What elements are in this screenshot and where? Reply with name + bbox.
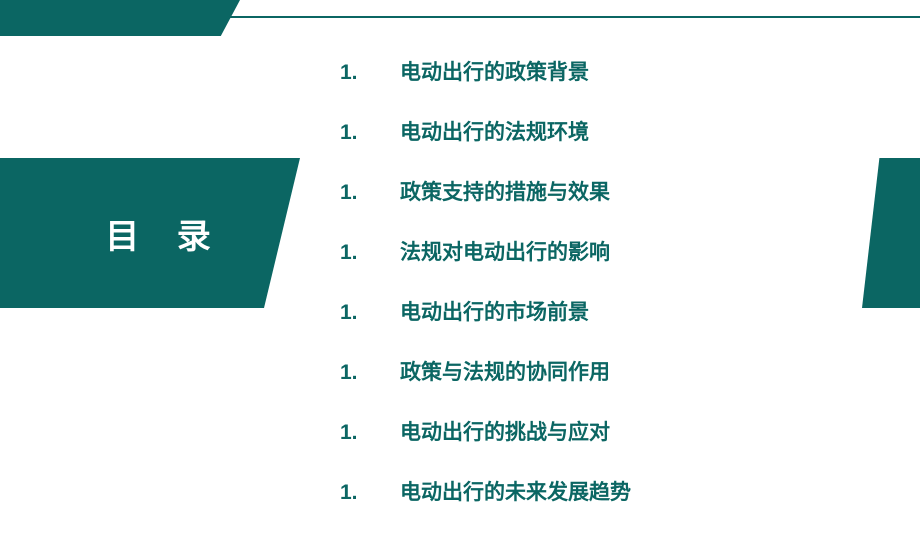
toc-item-label: 电动出行的挑战与应对 (400, 416, 610, 446)
right-decor-notch (862, 158, 920, 308)
page-title: 目 录 (105, 209, 224, 258)
toc-list: 1. 电动出行的政策背景 1. 电动出行的法规环境 1. 政策支持的措施与效果 … (330, 56, 830, 536)
toc-item-number: 1. (330, 481, 400, 505)
toc-item-number: 1. (330, 421, 400, 445)
toc-item: 1. 法规对电动出行的影响 (330, 236, 830, 266)
toc-item-number: 1. (330, 241, 400, 265)
top-decor-bar (0, 0, 920, 36)
toc-item-number: 1. (330, 121, 400, 145)
toc-item: 1. 电动出行的挑战与应对 (330, 416, 830, 446)
toc-item: 1. 政策支持的措施与效果 (330, 176, 830, 206)
toc-item-label: 法规对电动出行的影响 (400, 236, 610, 266)
toc-item-label: 政策与法规的协同作用 (400, 356, 610, 386)
toc-item-label: 政策支持的措施与效果 (400, 176, 610, 206)
toc-item: 1. 政策与法规的协同作用 (330, 356, 830, 386)
toc-item-number: 1. (330, 301, 400, 325)
toc-item: 1. 电动出行的法规环境 (330, 116, 830, 146)
toc-item-label: 电动出行的政策背景 (400, 56, 589, 86)
toc-item: 1. 电动出行的未来发展趋势 (330, 476, 830, 506)
toc-item-label: 电动出行的法规环境 (400, 116, 589, 146)
toc-item: 1. 电动出行的政策背景 (330, 56, 830, 86)
toc-item: 1. 电动出行的市场前景 (330, 296, 830, 326)
toc-item-number: 1. (330, 61, 400, 85)
toc-item-label: 电动出行的市场前景 (400, 296, 589, 326)
toc-item-label: 电动出行的未来发展趋势 (400, 476, 631, 506)
toc-item-number: 1. (330, 361, 400, 385)
title-block: 目 录 (0, 158, 300, 308)
toc-item-number: 1. (330, 181, 400, 205)
